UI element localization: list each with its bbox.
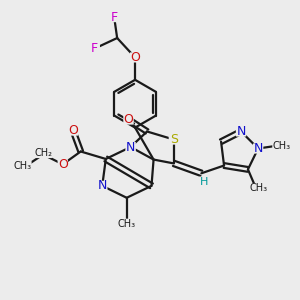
Text: CH₃: CH₃ xyxy=(118,219,136,229)
FancyBboxPatch shape xyxy=(236,126,246,136)
Text: CH₃: CH₃ xyxy=(14,161,32,171)
Text: H: H xyxy=(200,177,208,187)
FancyBboxPatch shape xyxy=(68,125,78,136)
FancyBboxPatch shape xyxy=(34,148,52,158)
FancyBboxPatch shape xyxy=(58,159,68,170)
Text: CH₂: CH₂ xyxy=(34,148,52,158)
FancyBboxPatch shape xyxy=(169,134,179,145)
Text: F: F xyxy=(91,42,98,55)
Text: N: N xyxy=(254,142,263,155)
Text: O: O xyxy=(68,124,78,137)
Text: N: N xyxy=(126,140,135,154)
FancyBboxPatch shape xyxy=(118,219,136,229)
FancyBboxPatch shape xyxy=(97,181,107,191)
Text: N: N xyxy=(236,125,246,138)
Text: N: N xyxy=(98,179,107,192)
Text: O: O xyxy=(58,158,68,171)
FancyBboxPatch shape xyxy=(199,177,210,187)
Text: S: S xyxy=(170,133,178,146)
Text: F: F xyxy=(111,11,118,24)
FancyBboxPatch shape xyxy=(250,183,268,193)
FancyBboxPatch shape xyxy=(14,161,32,171)
FancyBboxPatch shape xyxy=(89,44,100,53)
FancyBboxPatch shape xyxy=(123,115,134,124)
FancyBboxPatch shape xyxy=(130,52,140,62)
FancyBboxPatch shape xyxy=(272,140,290,151)
Text: O: O xyxy=(124,113,134,126)
FancyBboxPatch shape xyxy=(125,142,136,152)
Text: CH₃: CH₃ xyxy=(272,140,290,151)
Text: CH₃: CH₃ xyxy=(250,183,268,193)
Text: O: O xyxy=(130,51,140,64)
FancyBboxPatch shape xyxy=(253,143,263,154)
FancyBboxPatch shape xyxy=(109,12,119,22)
